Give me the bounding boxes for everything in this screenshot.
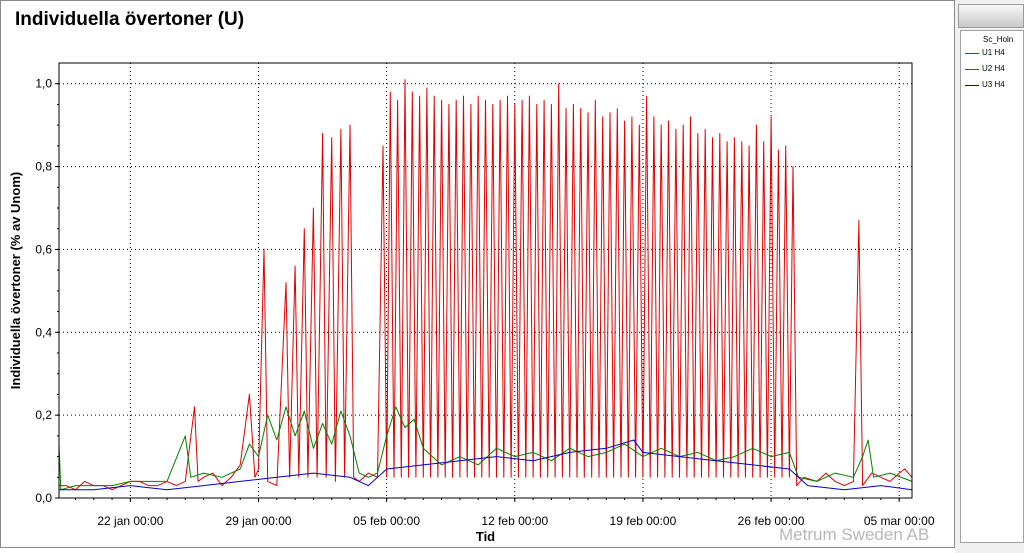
y-tick-label: 0,8 <box>35 160 52 174</box>
plot-frame <box>58 62 913 499</box>
x-tick-label: 05 mar 00:00 <box>864 514 935 528</box>
chart-panel: Individuella övertoner (U) 0,0 0,2 0,4 0,6 0… <box>0 0 955 548</box>
x-tick-label: 26 feb 00:00 <box>738 514 805 528</box>
series-line-u1-h4 <box>59 79 913 491</box>
x-tick-label: 29 jan 00:00 <box>225 514 291 528</box>
legend-item-u2[interactable]: U2 H4 <box>965 64 1024 76</box>
legend-title: Sc_Holn <box>983 35 1014 44</box>
plot-area: 0,0 0,2 0,4 0,6 0,8 1,0 22 jan 00:00 29 jan 00:… <box>8 62 935 544</box>
x-axis-label: Tid <box>476 529 495 544</box>
watermark: Metrum Sweden AB <box>779 525 930 544</box>
legend-item-u1[interactable]: U1 H4 <box>965 48 1024 60</box>
legend-label-u1: U1 H4 <box>982 48 1005 57</box>
x-tick-label: 12 feb 00:00 <box>481 514 548 528</box>
y-tick-label: 1,0 <box>35 77 52 91</box>
legend-swatch-u1 <box>965 53 979 54</box>
x-tick-label: 22 jan 00:00 <box>97 514 163 528</box>
x-tick-label: 05 feb 00:00 <box>353 514 420 528</box>
legend-panel-header[interactable] <box>958 4 1024 28</box>
legend-panel: Sc_Holn U1 H4 U2 H4 U3 H4 <box>955 0 1024 553</box>
legend-item-u3[interactable]: U3 H4 <box>965 80 1024 92</box>
series-line-u2-h4 <box>58 406 913 491</box>
legend-swatch-u2 <box>965 69 979 70</box>
chart-title: Individuella övertoner (U) <box>15 9 245 30</box>
x-tick-label: 19 feb 00:00 <box>610 514 677 528</box>
legend: Sc_Holn U1 H4 U2 H4 U3 H4 <box>960 30 1024 543</box>
y-axis-label: Individuella övertoner (% av Unom) <box>8 172 23 389</box>
y-tick-label: 0,6 <box>35 242 52 256</box>
series-line-u3-h4 <box>59 439 913 491</box>
legend-swatch-u3 <box>965 85 979 86</box>
y-tick-label: 0,0 <box>35 491 52 505</box>
y-tick-label: 0,2 <box>35 408 52 422</box>
legend-label-u3: U3 H4 <box>982 80 1005 89</box>
legend-label-u2: U2 H4 <box>982 64 1005 73</box>
y-tick-label: 0,4 <box>35 325 52 339</box>
